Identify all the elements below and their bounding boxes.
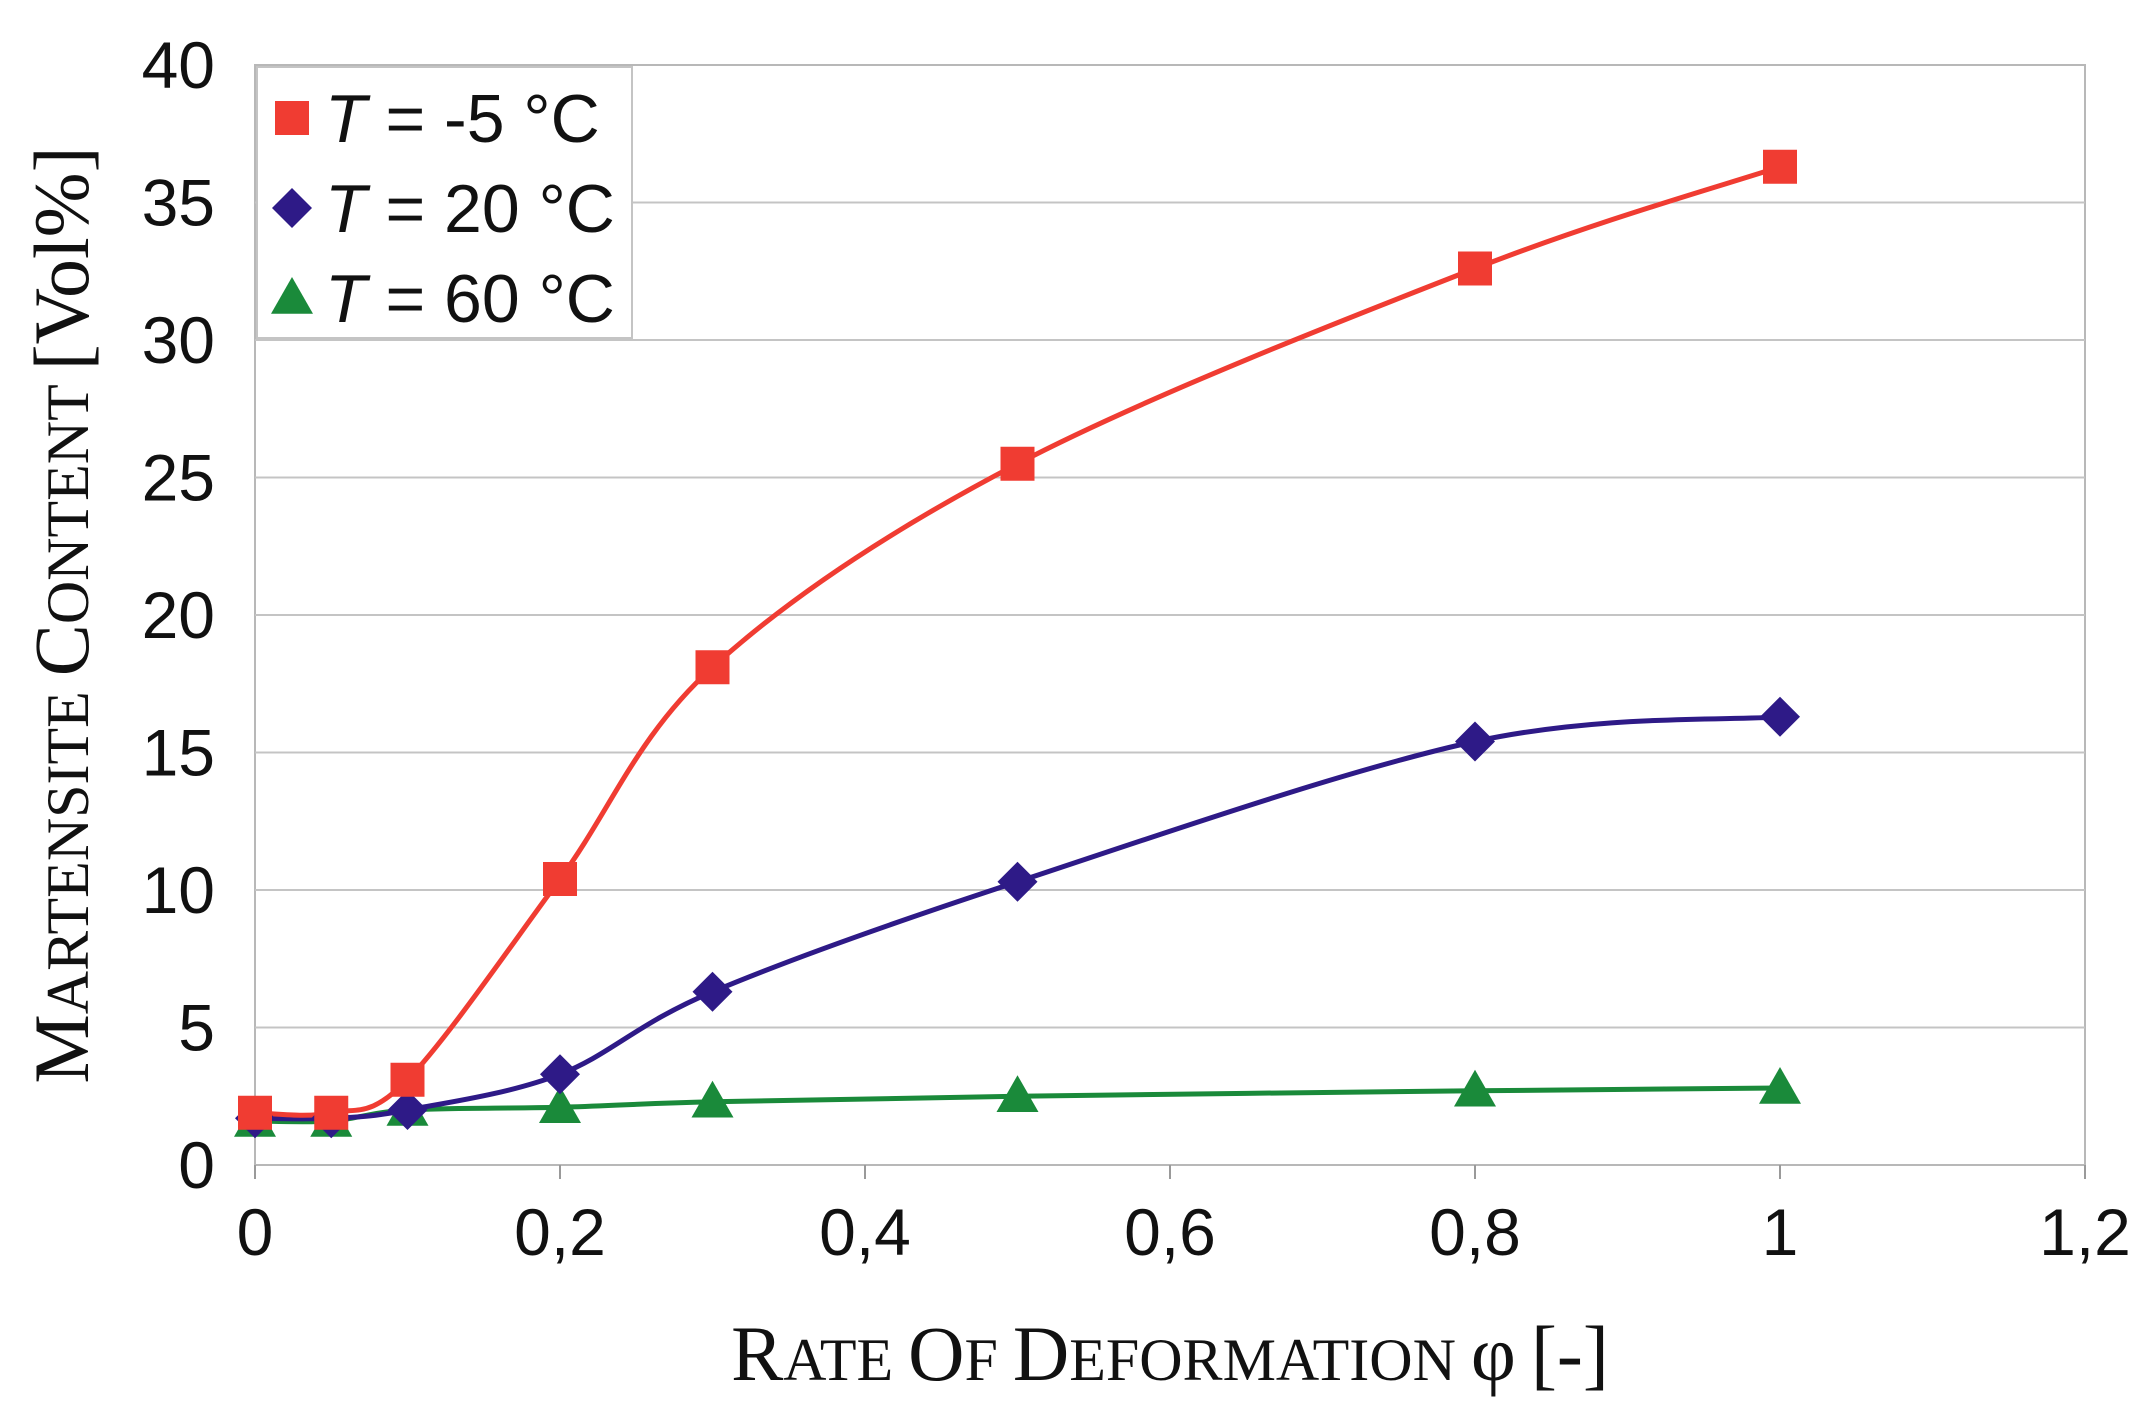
y-tick-label-35: 35: [142, 166, 215, 240]
legend-label-1: T = -5 °C: [325, 81, 600, 157]
legend-marker-2: [272, 188, 312, 228]
data-point-s2-7: [1760, 696, 1800, 737]
data-point-s2-2: [387, 1090, 428, 1130]
data-point-s1-3: [543, 862, 577, 896]
x-tick-label-0,4: 0,4: [819, 1195, 911, 1269]
y-tick-label-25: 25: [142, 441, 215, 515]
x-tick-label-0,2: 0,2: [514, 1195, 606, 1269]
legend-marker-3: [271, 277, 313, 314]
data-point-s3-5: [996, 1075, 1039, 1112]
x-tick-label-1,2: 1,2: [2039, 1195, 2131, 1269]
data-point-s1-6: [1458, 251, 1492, 286]
y-tick-label-0: 0: [178, 1128, 215, 1202]
legend-box: [256, 66, 633, 339]
y-tick-label-10: 10: [142, 853, 215, 927]
data-point-s1-2: [390, 1062, 425, 1097]
legend-label-2: T = 20 °C: [325, 171, 615, 247]
data-point-s1-0: [238, 1095, 272, 1130]
axis-titles: RATE OF DEFORMATION φ [-] MARTENSITE CONT…: [18, 146, 1609, 1397]
x-tick-label-0: 0: [237, 1195, 274, 1269]
data-point-s2-3: [540, 1054, 580, 1095]
x-tick-label-0,8: 0,8: [1429, 1195, 1521, 1269]
legend: T = -5 °C T = 20 °C T = 60 °C: [256, 66, 633, 339]
x-axis-title: RATE OF DEFORMATION φ [-]: [731, 1310, 1609, 1397]
legend-marker-1: [275, 101, 309, 135]
data-point-s2-6: [1455, 721, 1495, 762]
data-point-s3-6: [1454, 1069, 1496, 1107]
legend-label-3: T = 60 °C: [325, 261, 615, 337]
data-point-s1-7: [1763, 149, 1797, 184]
data-point-s1-1: [314, 1095, 349, 1130]
y-tick-label-40: 40: [142, 28, 215, 102]
y-tick-label-30: 30: [142, 303, 215, 377]
data-point-s2-4: [692, 971, 733, 1012]
y-tick-label-20: 20: [142, 578, 215, 652]
x-tick-label-0,6: 0,6: [1124, 1195, 1216, 1269]
data-point-s1-5: [1000, 446, 1035, 481]
data-point-s3-4: [691, 1080, 734, 1118]
tick-labels: 0 5 10 15 20 25 30 35 40 0 0,2 0,4 0,6 0,8 1 1,2: [142, 28, 2131, 1269]
y-tick-label-15: 15: [142, 716, 215, 790]
series-layer: [234, 149, 1801, 1139]
x-tick-label-1: 1: [1762, 1195, 1799, 1269]
data-point-s3-3: [539, 1086, 581, 1123]
y-axis-title: MARTENSITE CONTENT [Vol%]: [18, 146, 105, 1083]
y-tick-label-5: 5: [178, 991, 215, 1065]
data-point-s2-5: [997, 861, 1038, 902]
data-point-s3-7: [1759, 1067, 1801, 1104]
data-point-s1-4: [695, 650, 730, 685]
